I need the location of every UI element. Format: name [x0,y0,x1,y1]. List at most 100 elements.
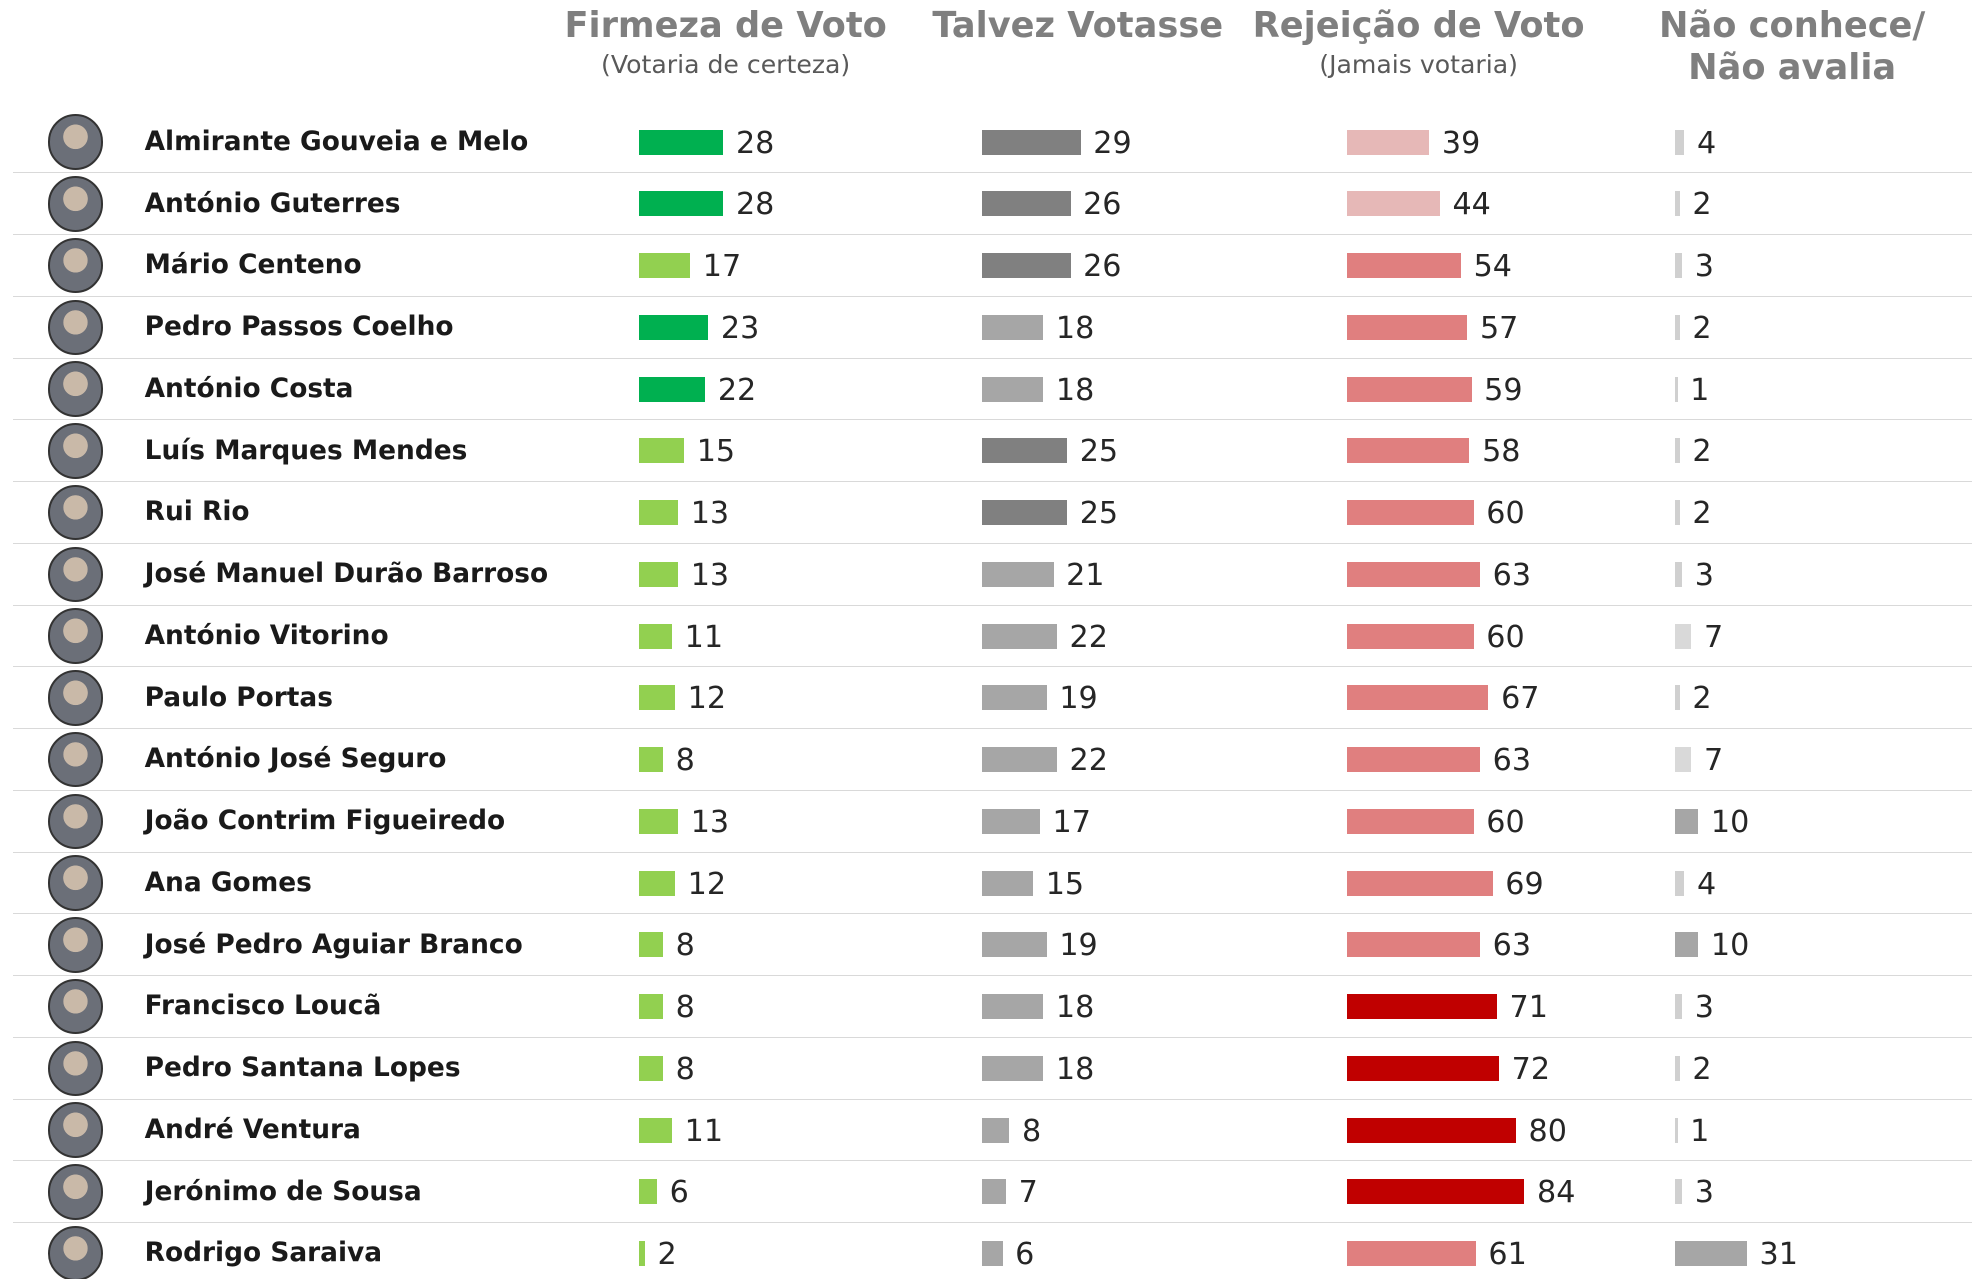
value-label: 57 [1480,310,1518,348]
avatar [48,176,103,231]
avatar [48,300,103,355]
avatar [48,547,103,602]
bar [1347,562,1480,587]
avatar [48,979,103,1034]
bar [1347,871,1493,896]
value-label: 26 [1083,186,1121,224]
value-label: 3 [1695,1174,1714,1212]
value-label: 28 [736,125,774,163]
value-label: 8 [1022,1113,1041,1151]
bar [639,377,705,402]
bar [982,130,1080,155]
value-label: 63 [1493,557,1531,595]
row-separator [13,605,1972,606]
bar [1347,377,1472,402]
bar [982,500,1067,525]
bar [1675,1056,1680,1081]
avatar [48,608,103,663]
chart: Firmeza de Voto(Votaria de certeza)Talve… [0,0,1972,1279]
bar [1675,500,1680,525]
bar [1675,438,1680,463]
value-label: 17 [1053,804,1091,842]
bar [639,253,690,278]
bar [1347,315,1467,340]
value-label: 63 [1493,742,1531,780]
row-separator [13,419,1972,420]
bar [639,500,678,525]
value-label: 2 [1692,433,1711,471]
value-label: 8 [676,1051,695,1089]
bar [1675,191,1680,216]
bar [1675,130,1684,155]
bar [1347,500,1474,525]
candidate-name: Ana Gomes [145,867,312,900]
row-separator [13,852,1972,853]
value-label: 11 [685,1113,723,1151]
candidate-name: António Costa [145,373,354,406]
value-label: 6 [670,1174,689,1212]
bar [639,747,663,772]
bar [982,438,1067,463]
bar [639,624,672,649]
value-label: 60 [1486,804,1524,842]
bar [639,315,708,340]
column-subtitle: (Jamais votaria) [1192,50,1645,79]
value-label: 8 [676,989,695,1027]
value-label: 12 [688,866,726,904]
bar [1675,315,1680,340]
value-label: 19 [1059,680,1097,718]
row-separator [13,358,1972,359]
candidate-name: Jerónimo de Sousa [145,1176,422,1209]
bar [1347,253,1461,278]
value-label: 11 [685,619,723,657]
value-label: 12 [688,680,726,718]
value-label: 13 [691,557,729,595]
bar [639,932,663,957]
bar [982,932,1047,957]
value-label: 60 [1486,495,1524,533]
bar [982,1056,1043,1081]
bar [982,377,1043,402]
bar [639,685,675,710]
value-label: 25 [1080,433,1118,471]
value-label: 80 [1529,1113,1567,1151]
value-label: 25 [1080,495,1118,533]
value-label: 4 [1697,125,1716,163]
bar [1347,1056,1499,1081]
value-label: 44 [1452,186,1490,224]
candidate-name: António Guterres [145,188,401,221]
candidate-name: Almirante Gouveia e Melo [145,126,529,159]
row-separator [13,1099,1972,1100]
value-label: 7 [1704,742,1723,780]
value-label: 3 [1695,248,1714,286]
row-separator [13,296,1972,297]
value-label: 59 [1484,372,1522,410]
avatar [48,1164,103,1219]
row-separator [13,790,1972,791]
row-separator [13,234,1972,235]
bar [1675,747,1691,772]
candidate-name: Rodrigo Saraiva [145,1237,382,1270]
avatar [48,670,103,725]
bar [982,1241,1002,1266]
value-label: 13 [691,495,729,533]
candidate-name: Paulo Portas [145,682,333,715]
bar [1675,1118,1677,1143]
value-label: 1 [1690,372,1709,410]
candidate-name: José Pedro Aguiar Branco [145,929,523,962]
avatar [48,1041,103,1096]
value-label: 17 [703,248,741,286]
bar [982,1179,1006,1204]
value-label: 23 [721,310,759,348]
avatar [48,238,103,293]
value-label: 15 [1046,866,1084,904]
value-label: 67 [1501,680,1539,718]
value-label: 2 [1692,1051,1711,1089]
candidate-name: André Ventura [145,1114,361,1147]
row-separator [13,1037,1972,1038]
bar [982,562,1053,587]
bar [982,994,1043,1019]
bar [1347,932,1480,957]
bar [1675,871,1684,896]
row-separator [13,543,1972,544]
